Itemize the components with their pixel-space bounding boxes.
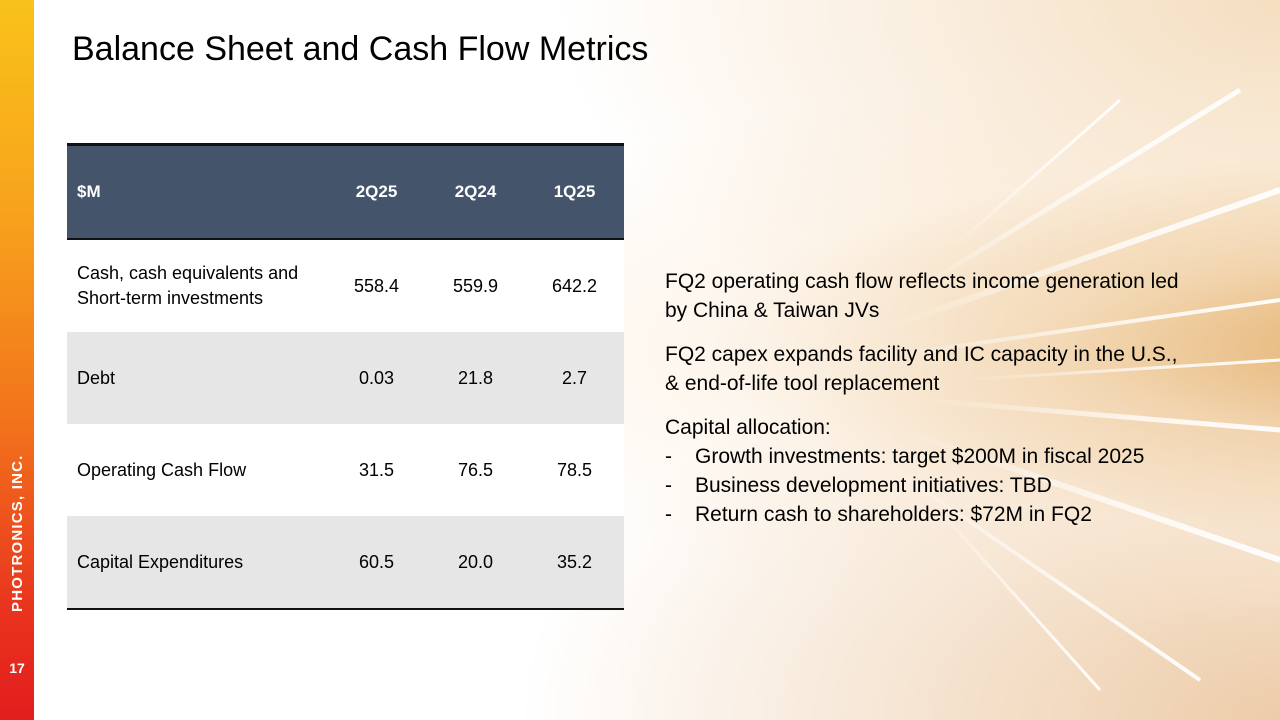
row-label-debt: Debt <box>67 332 327 424</box>
table-row: Capital Expenditures 60.5 20.0 35.2 <box>67 516 624 610</box>
brand-side-bar <box>0 0 34 720</box>
list-item: - Growth investments: target $200M in fi… <box>665 442 1185 471</box>
table-cell: 35.2 <box>525 516 624 610</box>
column-header-unit: $M <box>67 143 327 240</box>
list-item-text: Return cash to shareholders: $72M in FQ2 <box>695 503 1092 526</box>
list-item: - Business development initiatives: TBD <box>665 471 1185 500</box>
table-row: Debt 0.03 21.8 2.7 <box>67 332 624 424</box>
bullet-dash: - <box>665 503 672 526</box>
table-row: Cash, cash equivalents and Short-term in… <box>67 239 624 332</box>
column-header-1q25: 1Q25 <box>525 143 624 240</box>
table-header-row: $M 2Q25 2Q24 1Q25 <box>67 143 624 240</box>
bullet-dash: - <box>665 474 672 497</box>
table-cell: 60.5 <box>327 516 426 610</box>
bullet-dash: - <box>665 445 672 468</box>
row-label-capex: Capital Expenditures <box>67 516 327 610</box>
list-item-text: Growth investments: target $200M in fisc… <box>695 445 1145 468</box>
table-row: Operating Cash Flow 31.5 76.5 78.5 <box>67 424 624 516</box>
column-header-2q24: 2Q24 <box>426 143 525 240</box>
company-name: PHOTRONICS, INC. <box>9 454 26 612</box>
list-item: - Return cash to shareholders: $72M in F… <box>665 500 1185 529</box>
column-header-2q25: 2Q25 <box>327 143 426 240</box>
table-cell: 559.9 <box>426 239 525 332</box>
commentary-operating-cash-flow: FQ2 operating cash flow reflects income … <box>665 270 1179 322</box>
page-title: Balance Sheet and Cash Flow Metrics <box>72 30 649 68</box>
table-cell: 0.03 <box>327 332 426 424</box>
row-label-cash: Cash, cash equivalents and Short-term in… <box>67 239 327 332</box>
table-cell: 78.5 <box>525 424 624 516</box>
table-cell: 20.0 <box>426 516 525 610</box>
capital-allocation-heading: Capital allocation: <box>665 416 831 439</box>
table-cell: 642.2 <box>525 239 624 332</box>
table-cell: 76.5 <box>426 424 525 516</box>
table-cell: 21.8 <box>426 332 525 424</box>
table-cell: 558.4 <box>327 239 426 332</box>
table-cell: 2.7 <box>525 332 624 424</box>
capital-allocation-list: - Growth investments: target $200M in fi… <box>665 442 1185 529</box>
table-cell: 31.5 <box>327 424 426 516</box>
page-number: 17 <box>9 660 25 676</box>
row-label-operating-cash-flow: Operating Cash Flow <box>67 424 327 516</box>
commentary-capex: FQ2 capex expands facility and IC capaci… <box>665 343 1178 395</box>
commentary-panel: FQ2 operating cash flow reflects income … <box>665 267 1185 529</box>
metrics-table: $M 2Q25 2Q24 1Q25 Cash, cash equivalents… <box>67 143 624 610</box>
list-item-text: Business development initiatives: TBD <box>695 474 1052 497</box>
